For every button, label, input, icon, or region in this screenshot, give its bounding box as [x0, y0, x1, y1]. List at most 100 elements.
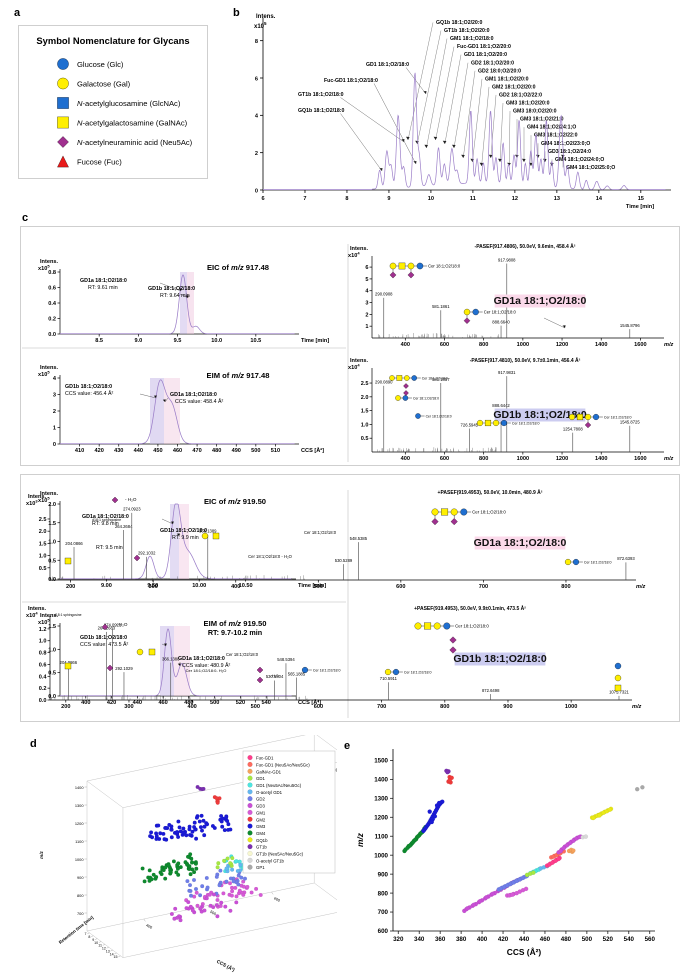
scatter-point — [229, 828, 233, 832]
diamond-glycan-symbol — [403, 383, 408, 388]
scatter-point — [192, 878, 196, 882]
diamond-glycan-symbol — [450, 637, 457, 644]
circle-glycan-symbol — [477, 420, 483, 426]
scatter-point — [205, 896, 209, 900]
panel-d-xtick: 500 — [209, 910, 216, 917]
scatter-point — [608, 808, 612, 812]
x-tick: 400 — [187, 704, 196, 710]
y-tick: 0.5 — [39, 566, 47, 572]
panel-d-ytick: 1200 — [75, 821, 84, 826]
panel-b-trace — [263, 73, 666, 190]
scatter-point — [203, 909, 207, 913]
snfg-title: Symbol Nomenclature for Glycans — [36, 35, 189, 46]
circle-glycan-symbol — [412, 375, 417, 380]
scatter-point — [182, 831, 186, 835]
scatter-point — [182, 827, 186, 831]
scatter-point — [234, 901, 238, 905]
legend-swatch — [248, 796, 253, 801]
legend-label: GT1b — [256, 845, 267, 850]
y-tick: 0.4 — [48, 301, 57, 307]
scatter-point — [230, 886, 234, 890]
scatter-point — [141, 867, 145, 871]
scatter-point — [192, 825, 196, 829]
panel-b-ytick: 0 — [255, 188, 258, 194]
x-tick: 900 — [503, 704, 512, 710]
scatter-point — [216, 898, 220, 902]
panel-b-xtick: 7 — [303, 196, 306, 202]
scatter-point — [215, 903, 219, 907]
legend-swatch — [248, 817, 253, 822]
peak-annotation-detail: CCS value: 456.4 Å² — [65, 390, 114, 397]
legend-label: Fuc-GD1 (Neu5Ac/Neu5Gc) — [256, 762, 310, 767]
scatter-point — [243, 877, 247, 881]
diamond-glycan-symbol — [257, 667, 263, 673]
x-tick: 800 — [440, 704, 449, 710]
peak-annotation-detail: RT: 9.9 min — [172, 535, 199, 541]
y-tick: 1.0 — [48, 540, 56, 546]
chart-title: EIC of m/z 917.48 — [207, 263, 269, 272]
panel-e-xtick: 380 — [456, 936, 467, 943]
glycan-structure: Cer 18:1;O2/18:0 — [302, 667, 340, 673]
circle-glycan-symbol — [393, 669, 399, 675]
ceramide-label: Cer 18:1;O2/18:0 — [313, 669, 341, 673]
panel-d-xtick: 400 — [145, 923, 152, 930]
y-tick: 0.5 — [361, 436, 369, 442]
square-glycan-symbol — [65, 558, 71, 564]
panel-b-xtick: 15 — [638, 196, 644, 202]
mz-peak-label: 917.9808 — [498, 257, 516, 262]
y-tick: 1.5 — [39, 541, 47, 547]
panel-b-xtick: 9 — [387, 196, 390, 202]
scatter-point — [200, 814, 204, 818]
y-tick: 4 — [365, 289, 369, 295]
diamond-glycan-symbol — [585, 422, 591, 428]
neg-eim-chart: Intens.x10501234410 420 430 440 450 460 470 480… — [38, 365, 324, 454]
scatter-point — [222, 892, 226, 896]
scatter-point — [259, 893, 263, 897]
scatter-point — [242, 885, 246, 889]
panel-d-ytick: 1100 — [75, 839, 84, 844]
x-tick: 460 — [173, 448, 182, 454]
scatter-point — [229, 909, 233, 913]
circle-glycan-symbol — [395, 395, 400, 400]
snfg-item-label: Fucose (Fuc) — [77, 158, 122, 167]
panel-b-peak-label: Fuc-GD1 18:1;O2/18:0 — [324, 78, 378, 84]
scatter-point — [465, 906, 469, 910]
y-tick: 2.0 — [39, 529, 47, 535]
scatter-point — [228, 881, 232, 885]
scatter-point — [173, 917, 177, 921]
positive-mode-svg: Intens.x1050.00.51.01.52.09.00 9.50 10.00 1… — [20, 474, 680, 722]
panel-b-peak-label: GD3 18:1;O2/24:0 — [548, 149, 591, 155]
scatter-point — [635, 787, 639, 791]
panel-b-annotations: GQ1b 18:1;O2/18:0GT1b 18:1;O2/18:0Fuc-GD… — [298, 20, 615, 171]
glycan-structure: Cer 18:1;O2/18:0 — [389, 375, 448, 380]
legend-swatch — [248, 776, 253, 781]
panel-b-peak-label: GD2 18:0;O2/20:0 — [478, 68, 521, 74]
mz-peak-label: 290.0908 — [375, 292, 393, 297]
mz-peak-label: 581.1861 — [432, 304, 450, 309]
chart-title: EIM of m/z 917.48 — [207, 371, 270, 380]
x-tick: 1000 — [565, 704, 577, 710]
panel-e-xtick: 520 — [603, 936, 614, 943]
panel-e-ytick: 700 — [378, 909, 389, 916]
chromatogram-svg: Intens. x105 024686 7 8 9 10 11 12 13 14 15 GQ1b … — [236, 4, 685, 214]
scatter-point — [472, 903, 476, 907]
y-tick: 3 — [365, 301, 368, 307]
panel-b-peak-label: GM3 18:1;O2/20:0 — [506, 101, 550, 107]
square-glycan-symbol — [441, 509, 448, 516]
x-tick: 700 — [377, 704, 386, 710]
y-tick: 1.0 — [361, 422, 369, 428]
panel-e-ytick: 1500 — [374, 758, 388, 765]
mz-peak-label: 1545.8796 — [620, 323, 640, 328]
panel-e-xtick: 560 — [645, 936, 656, 943]
panel-b-xtick: 11 — [470, 196, 476, 202]
x-tick: 500 — [314, 584, 323, 590]
circle-glycan-symbol — [202, 533, 208, 539]
glycan-structure: Cer 18:1;O2/18:0 — [395, 395, 439, 400]
x-axis-label: m/z — [636, 584, 646, 590]
x-tick: 1400 — [595, 456, 607, 462]
y-tick: 0.0 — [48, 332, 56, 338]
panel-b-peak-label: Fuc-GD1 18:1;O2/20:0 — [457, 44, 511, 50]
mz-peak-label: 1254.7808 — [563, 426, 583, 431]
y-tick: 4 — [53, 376, 57, 382]
scatter-point — [226, 857, 230, 861]
